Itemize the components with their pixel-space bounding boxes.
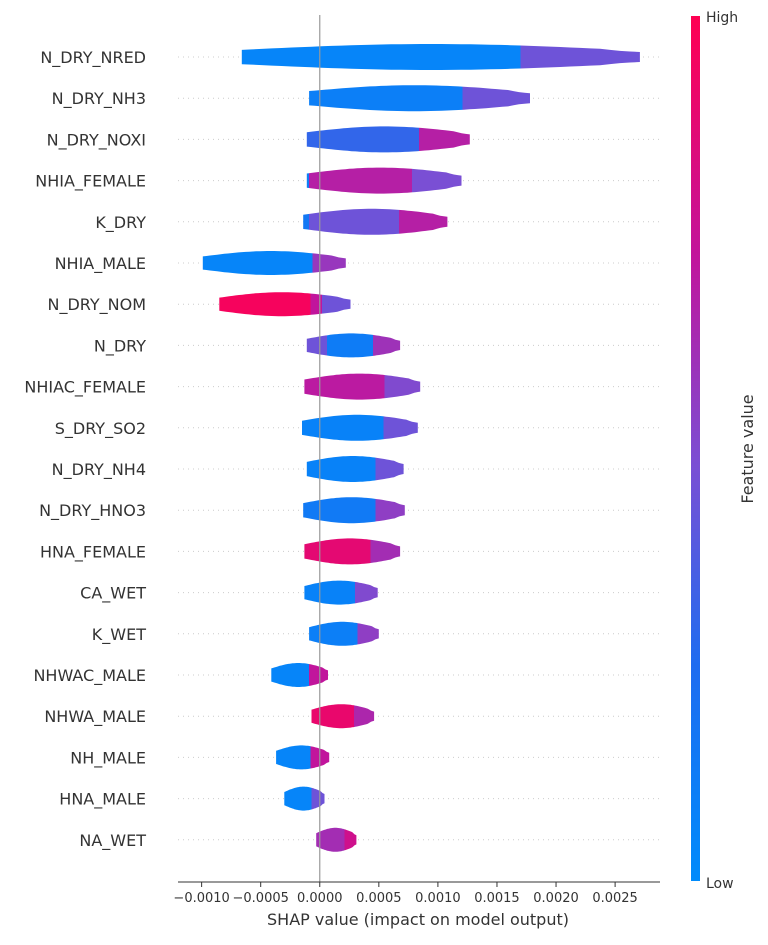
- feature-label: N_DRY_HNO3: [39, 501, 146, 521]
- violin-shape: [309, 621, 379, 646]
- x-tick-label: −0.0005: [233, 891, 289, 906]
- colorbar-low-label: Low: [706, 876, 734, 892]
- feature-label: N_DRY_NH3: [52, 89, 146, 109]
- grid-layer: [178, 56, 660, 841]
- x-tick-label: 0.0000: [297, 891, 343, 906]
- violin-shape: [306, 456, 404, 482]
- x-tick-label: −0.0010: [173, 891, 229, 906]
- feature-label: N_DRY: [94, 336, 146, 356]
- violin-shape: [241, 44, 640, 70]
- feature-label: NHWAC_MALE: [33, 666, 146, 686]
- feature-labels: N_DRY_NRED N_DRY_NH3 N_DRY_NOXI NHIA_FEMALE…: [24, 48, 146, 851]
- x-axis: −0.0010 −0.0005 0.0000 0.0005 0.0010 0.0015 0.…: [173, 881, 660, 906]
- violin-shape: [219, 292, 351, 317]
- x-tick-label: 0.0015: [474, 891, 520, 906]
- violin-shape: [284, 786, 325, 811]
- feature-label: N_DRY_NOM: [47, 295, 146, 315]
- violin-shape: [276, 745, 330, 770]
- violin-shape: [271, 663, 328, 687]
- violin-shape: [304, 538, 401, 565]
- feature-label: NHIA_FEMALE: [35, 172, 146, 192]
- x-axis-label: SHAP value (impact on model output): [267, 910, 569, 929]
- x-tick-label: 0.0025: [592, 891, 638, 906]
- violin-shape: [306, 126, 470, 153]
- feature-label: NA_WET: [79, 831, 146, 851]
- violin-layer: [202, 44, 640, 852]
- feature-label: NH_MALE: [70, 748, 146, 768]
- colorbar-gradient: [691, 16, 700, 881]
- violin-shape: [302, 414, 418, 441]
- violin-shape: [309, 85, 530, 112]
- feature-label: NHIA_MALE: [55, 254, 146, 274]
- x-tick-label: 0.0020: [533, 891, 579, 906]
- violin-shape: [303, 208, 448, 235]
- feature-label: N_DRY_NOXI: [47, 130, 146, 150]
- x-tick-label: 0.0005: [356, 891, 402, 906]
- colorbar: High Low Feature value: [691, 10, 757, 892]
- feature-label: NHIAC_FEMALE: [24, 378, 146, 398]
- feature-label: S_DRY_SO2: [55, 419, 146, 439]
- feature-label: N_DRY_NRED: [40, 48, 146, 68]
- violin-shape: [304, 580, 378, 605]
- violin-shape: [306, 167, 462, 194]
- feature-label: N_DRY_NH4: [52, 460, 146, 480]
- colorbar-title: Feature value: [738, 394, 757, 503]
- violin-shape: [306, 333, 401, 358]
- feature-label: CA_WET: [80, 584, 146, 604]
- violin-shape: [202, 251, 346, 275]
- violin-shape: [311, 704, 375, 729]
- feature-label: NHWA_MALE: [44, 707, 146, 727]
- violin-shape: [316, 827, 357, 852]
- feature-label: HNA_MALE: [59, 790, 146, 810]
- feature-label: K_DRY: [95, 213, 146, 233]
- x-tick-label: 0.0010: [415, 891, 461, 906]
- colorbar-high-label: High: [706, 10, 738, 26]
- feature-label: K_WET: [92, 625, 146, 645]
- violin-shape: [303, 497, 405, 524]
- feature-label: HNA_FEMALE: [40, 542, 146, 562]
- violin-shape: [304, 373, 421, 400]
